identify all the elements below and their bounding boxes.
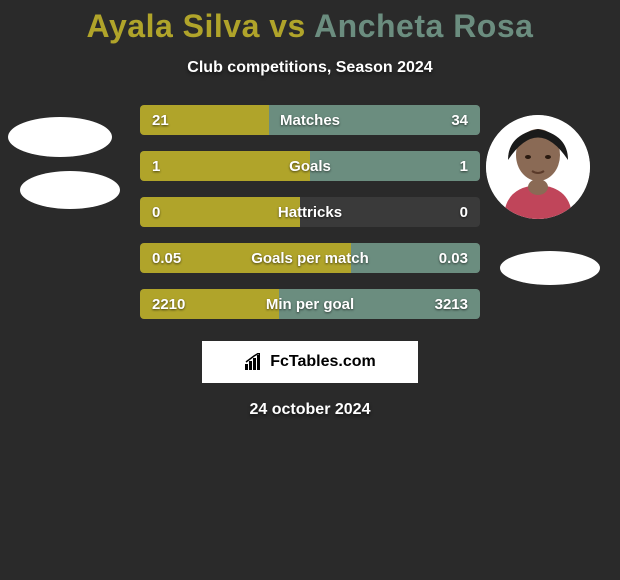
player1-club-placeholder: [20, 171, 120, 209]
player2-avatar: [486, 115, 590, 219]
stat-label: Matches: [140, 105, 480, 135]
player2-club-placeholder: [500, 251, 600, 285]
stat-label: Min per goal: [140, 289, 480, 319]
brand-text: FcTables.com: [270, 353, 376, 371]
comparison-content: 21Matches34 1Goals1 0Hattricks0 0.05Goals p…: [0, 105, 620, 419]
subtitle: Club competitions, Season 2024: [0, 59, 620, 77]
stat-row-min-per-goal: 2210Min per goal3213: [140, 289, 480, 319]
stat-value-right: 34: [451, 105, 468, 135]
stat-value-right: 3213: [435, 289, 468, 319]
vs-text: vs: [260, 8, 314, 44]
stat-value-right: 0: [460, 197, 468, 227]
stat-row-hattricks: 0Hattricks0: [140, 197, 480, 227]
stat-label: Goals: [140, 151, 480, 181]
player2-avatar-icon: [486, 115, 590, 219]
snapshot-date: 24 october 2024: [0, 401, 620, 419]
comparison-bars: 21Matches34 1Goals1 0Hattricks0 0.05Goals p…: [140, 105, 480, 319]
stat-value-right: 0.03: [439, 243, 468, 273]
stat-row-goals: 1Goals1: [140, 151, 480, 181]
stat-value-right: 1: [460, 151, 468, 181]
player1-avatar-placeholder: [8, 117, 112, 157]
player1-name: Ayala Silva: [87, 8, 260, 44]
stat-row-matches: 21Matches34: [140, 105, 480, 135]
brand-box: FcTables.com: [202, 341, 418, 383]
comparison-title: Ayala Silva vs Ancheta Rosa: [0, 0, 620, 45]
player2-name: Ancheta Rosa: [314, 8, 533, 44]
brand-chart-icon: [244, 353, 266, 371]
stat-row-goals-per-match: 0.05Goals per match0.03: [140, 243, 480, 273]
stat-label: Goals per match: [140, 243, 480, 273]
stat-label: Hattricks: [140, 197, 480, 227]
